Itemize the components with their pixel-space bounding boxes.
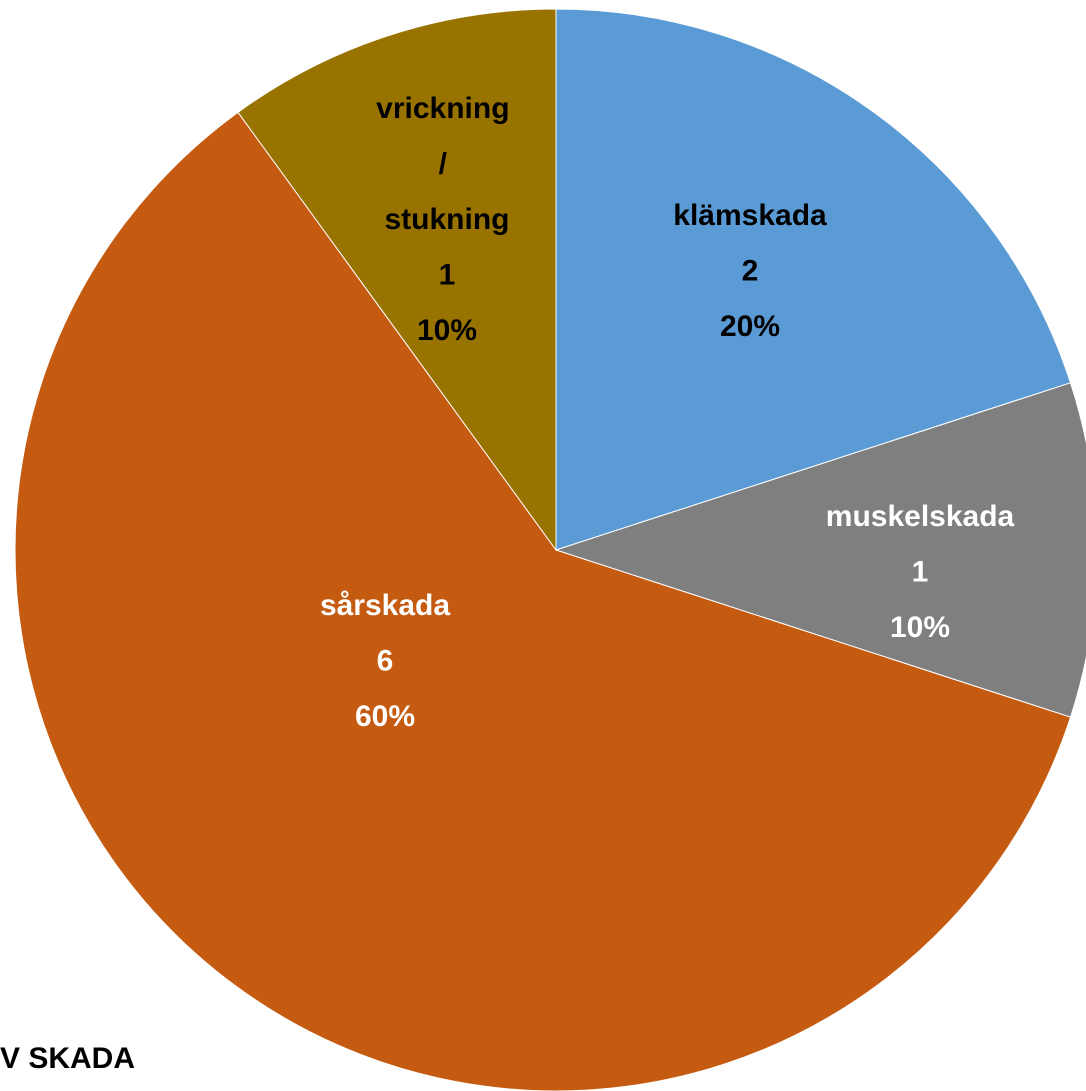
pie-slice [237,8,557,552]
slice-label-value: 6 [377,644,394,677]
pie-slice [554,382,1086,718]
slice-label-value: 1 [439,258,456,291]
label-line: stukning [385,203,510,236]
slice-label-percent: 20% [720,310,780,343]
slice-label-percent: 10% [417,314,477,347]
chart-title: V SKADA [0,1042,135,1075]
label-line: vrickning [376,92,518,125]
slice-label-name: vrickning / stukning [376,92,518,236]
slice-label-value: 1 [912,555,929,588]
pie-slice [555,8,1072,551]
slice-label-percent: 10% [890,611,950,644]
slice-label-percent: 60% [355,700,415,733]
slice-label-name: sårskada [320,589,450,622]
slice-label-value: 2 [742,254,759,287]
pie-slice [14,111,1072,1091]
slice-label-name: muskelskada [826,500,1015,533]
slice-label-name: klämskada [673,199,827,232]
label-line: / [439,147,456,180]
